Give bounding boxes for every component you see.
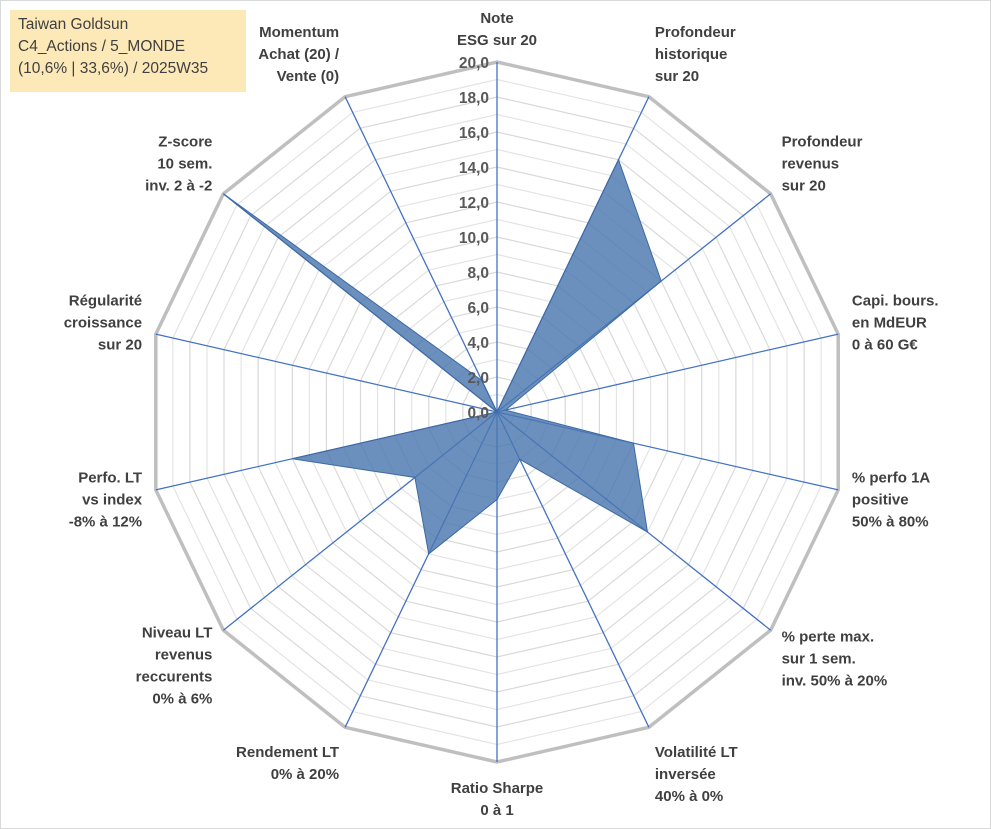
axis-label-line: -8% à 12% — [69, 513, 142, 530]
axis-label-line: Note — [480, 10, 513, 27]
axis-label-line: 0% à 6% — [152, 690, 212, 707]
axis-label-line: revenus — [782, 156, 840, 173]
chart-subtitle-category: C4_Actions / 5_MONDE — [18, 38, 186, 55]
tick-label: 2,0 — [467, 370, 489, 387]
axis-spoke — [344, 96, 498, 413]
axis-label-line: inv. 2 à -2 — [145, 178, 212, 195]
axis-label-line: croissance — [64, 315, 142, 332]
axis-label-line: Z-score — [158, 134, 212, 151]
axis-label-line: Achat (20) / — [258, 46, 340, 63]
axis-label-line: inv. 50% à 20% — [782, 673, 888, 690]
tick-label: 8,0 — [467, 265, 489, 282]
axis-label: Z-score 10 sem. inv. 2 à -2 — [145, 134, 212, 195]
axis-label-line: Profondeur — [782, 134, 863, 151]
title-box: Taiwan Goldsun C4_Actions / 5_MONDE (10,… — [10, 10, 246, 92]
axis-label: Perfo. LT vs index -8% à 12% — [69, 469, 143, 530]
axis-spoke — [496, 333, 839, 413]
axis-label: Rendement LT 0% à 20% — [236, 744, 339, 783]
axis-label-line: Perfo. LT — [78, 469, 142, 486]
tick-label: 20,0 — [459, 55, 489, 72]
axis-label-line: % perte max. — [782, 629, 875, 646]
axis-label-line: sur 20 — [655, 68, 699, 85]
axis-label-line: Niveau LT — [142, 624, 213, 641]
axis-label-line: 0 à 60 G€ — [852, 337, 919, 354]
axis-label: Capi. bours. en MdEUR 0 à 60 G€ — [852, 293, 939, 354]
axis-label-line: 0 à 1 — [480, 802, 513, 819]
axis-label-line: historique — [655, 46, 728, 63]
axis-label-line: inversée — [655, 766, 716, 783]
axis-label: Profondeur historique sur 20 — [655, 24, 736, 85]
axis-label-line: sur 20 — [782, 178, 826, 195]
axis-label-line: revenus — [155, 646, 213, 663]
chart-title: Taiwan Goldsun — [18, 16, 129, 33]
axis-label-line: ESG sur 20 — [457, 32, 537, 49]
axis-label-line: Ratio Sharpe — [451, 780, 544, 797]
axis-label-line: 40% à 0% — [655, 788, 723, 805]
axis-label: Momentum Achat (20) / Vente (0) — [258, 24, 340, 85]
axis-label: Régularité croissance sur 20 — [64, 293, 142, 354]
axis-label-line: reccurents — [136, 668, 213, 685]
axis-label-line: 10 sem. — [157, 156, 212, 173]
axis-label: Note ESG sur 20 — [457, 10, 537, 49]
axis-label: Volatilité LT inversée 40% à 0% — [655, 744, 738, 805]
axis-spoke — [496, 411, 650, 728]
axis-label-line: Régularité — [69, 293, 142, 310]
tick-label: 16,0 — [459, 125, 489, 142]
axis-label-line: Capi. bours. — [852, 293, 939, 310]
axis-label: % perfo 1A positive 50% à 80% — [852, 469, 931, 530]
tick-label: 4,0 — [467, 335, 489, 352]
axis-label-line: 50% à 80% — [852, 513, 929, 530]
axis-label: % perte max. sur 1 sem. inv. 50% à 20% — [782, 629, 888, 690]
tick-label: 10,0 — [459, 230, 489, 247]
axis-label: Profondeur revenus sur 20 — [782, 134, 863, 195]
tick-label: 12,0 — [459, 195, 489, 212]
axis-label-line: 0% à 20% — [271, 766, 339, 783]
series-area — [223, 158, 662, 555]
axis-label-line: sur 1 sem. — [782, 651, 856, 668]
axis-label-line: sur 20 — [98, 337, 142, 354]
axis-label-line: Momentum — [259, 24, 339, 41]
axis-label-line: vs index — [82, 491, 143, 508]
tick-label: 14,0 — [459, 160, 489, 177]
axis-label-line: positive — [852, 491, 909, 508]
axis-label-line: Rendement LT — [236, 744, 339, 761]
axis-label-line: Volatilité LT — [655, 744, 738, 761]
axis-label-line: en MdEUR — [852, 315, 927, 332]
axis-label: Niveau LT revenus reccurents 0% à 6% — [136, 624, 213, 707]
tick-labels: 0,0 2,0 4,0 6,0 8,0 10,0 12,0 14,0 16,0 18,0 20,0 — [459, 55, 489, 422]
axis-label-line: Profondeur — [655, 24, 736, 41]
axis-label-line: % perfo 1A — [852, 469, 931, 486]
axis-spoke — [155, 333, 498, 413]
axis-labels: Note ESG sur 20 Profondeur historique sur 20… — [64, 10, 939, 819]
axis-label: Ratio Sharpe 0 à 1 — [451, 780, 544, 819]
tick-label: 0,0 — [467, 405, 489, 422]
tick-label: 6,0 — [467, 300, 489, 317]
chart-subtitle-stats: (10,6% | 33,6%) / 2025W35 — [18, 60, 209, 77]
series-area-0 — [223, 158, 662, 555]
tick-label: 18,0 — [459, 90, 489, 107]
axis-label-line: Vente (0) — [277, 68, 340, 85]
